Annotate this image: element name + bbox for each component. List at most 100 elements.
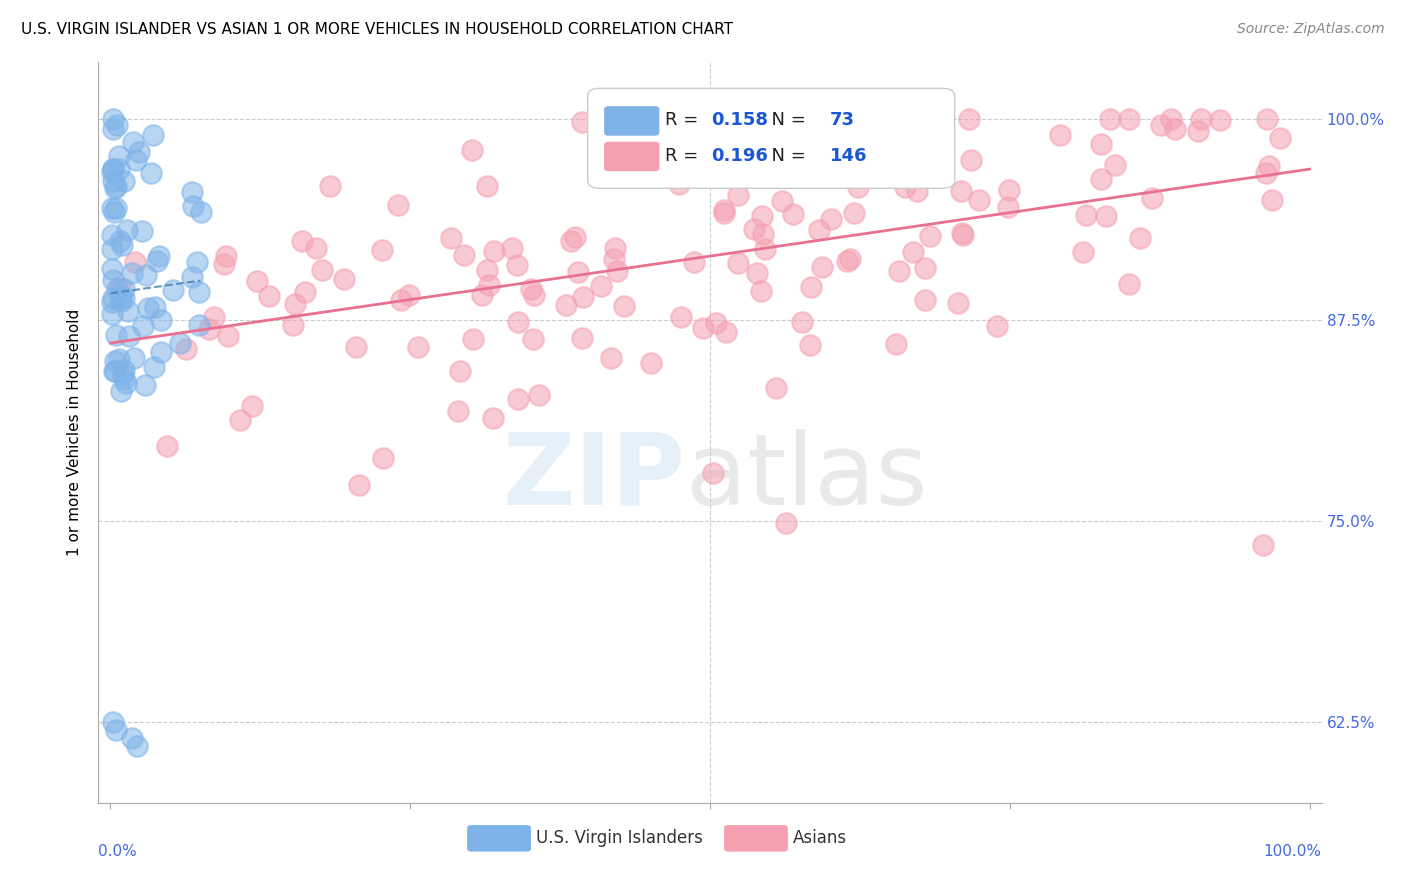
Point (957, 112, 980, 126)
Point (132, 319, 155, 334)
Point (118, 328, 141, 343)
Point (100, 228, 122, 243)
Point (713, 206, 735, 220)
Point (387, 198, 409, 212)
Point (146, 253, 169, 268)
Point (702, 467, 724, 481)
Point (603, 242, 626, 256)
Point (682, 255, 704, 269)
Point (606, 264, 628, 278)
Point (603, 252, 626, 266)
Point (111, 238, 134, 252)
Point (692, 321, 714, 335)
Text: 73: 73 (830, 112, 855, 129)
FancyBboxPatch shape (588, 88, 955, 188)
Point (529, 388, 551, 402)
Point (752, 227, 775, 242)
Point (501, 241, 523, 255)
Point (101, 715, 124, 730)
Point (112, 372, 135, 386)
Point (1129, 231, 1152, 245)
Point (107, 161, 129, 176)
Point (506, 258, 529, 272)
Point (905, 184, 928, 198)
Point (174, 342, 197, 356)
Point (749, 284, 772, 298)
Point (100, 295, 122, 310)
Point (751, 209, 773, 223)
Point (619, 117, 641, 131)
Text: U.S. Virgin Islanders: U.S. Virgin Islanders (536, 830, 703, 847)
Point (1090, 136, 1112, 151)
Point (104, 178, 127, 193)
Text: 0.196: 0.196 (711, 147, 768, 165)
Point (920, 139, 942, 153)
Point (107, 149, 129, 163)
Point (332, 272, 354, 286)
Point (1257, 159, 1279, 173)
Point (835, 112, 858, 126)
Point (121, 731, 143, 746)
Point (447, 404, 470, 418)
Point (134, 378, 156, 392)
Point (121, 136, 143, 150)
Point (799, 338, 821, 352)
Point (998, 183, 1021, 197)
Point (117, 304, 139, 318)
Point (108, 281, 131, 295)
Point (139, 167, 162, 181)
Point (986, 319, 1008, 334)
Point (389, 293, 412, 307)
Point (918, 229, 941, 244)
Point (291, 235, 314, 249)
Point (110, 289, 132, 303)
Point (477, 263, 499, 277)
Point (461, 332, 484, 346)
Point (640, 356, 662, 370)
Text: 146: 146 (830, 147, 868, 165)
Text: R =: R = (665, 147, 704, 165)
Point (110, 294, 132, 309)
FancyBboxPatch shape (468, 826, 530, 851)
Point (110, 384, 132, 398)
Point (110, 234, 132, 248)
Point (115, 376, 138, 391)
Point (1118, 112, 1140, 126)
Point (914, 293, 936, 307)
Point (1140, 191, 1163, 205)
Point (844, 206, 866, 220)
FancyBboxPatch shape (724, 826, 787, 851)
Point (482, 411, 505, 425)
Point (281, 318, 304, 333)
Point (319, 179, 342, 194)
Point (344, 340, 367, 354)
Point (148, 249, 170, 263)
Point (567, 265, 589, 279)
Point (1090, 172, 1112, 186)
Point (838, 252, 860, 266)
Point (103, 122, 125, 136)
Point (901, 245, 924, 260)
Text: U.S. VIRGIN ISLANDER VS ASIAN 1 OR MORE VEHICLES IN HOUSEHOLD CORRELATION CHART: U.S. VIRGIN ISLANDER VS ASIAN 1 OR MORE … (21, 22, 733, 37)
Point (103, 364, 125, 378)
Point (453, 248, 475, 262)
Point (103, 161, 125, 176)
Text: atlas: atlas (686, 428, 927, 525)
Point (101, 161, 124, 176)
Point (100, 201, 122, 215)
Point (108, 351, 131, 366)
Point (1251, 538, 1274, 552)
Point (156, 439, 179, 453)
Point (294, 285, 316, 299)
Point (125, 739, 148, 754)
Point (1261, 194, 1284, 208)
Point (105, 723, 128, 738)
Point (713, 202, 735, 217)
Point (884, 337, 907, 351)
Point (104, 201, 127, 215)
Point (1256, 112, 1278, 126)
Point (742, 222, 765, 236)
Point (668, 178, 690, 192)
Point (122, 351, 145, 365)
Point (1209, 113, 1232, 128)
